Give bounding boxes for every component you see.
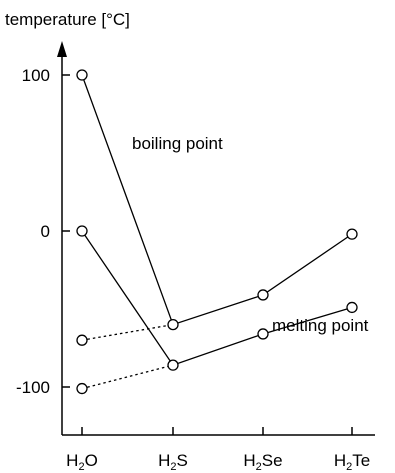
y-tick-label: -100 [16,378,50,397]
data-point [167,359,179,371]
x-tick-label: H2O [66,451,98,473]
series-label-1: melting point [272,316,369,335]
series-lines [81,74,353,390]
y-axis-arrow [57,41,67,57]
data-point [76,225,88,237]
series-extrapolation-0 [81,323,174,341]
data-point [257,328,269,340]
series-line-1 [81,230,353,366]
axes [57,41,375,436]
x-tick-label: H2Se [243,451,282,473]
series-extrapolation-1 [81,364,174,390]
x-tick-label: H2Te [334,451,370,473]
data-point [76,69,88,81]
y-axis-label: temperature [°C] [5,10,130,29]
y-tick-label: 0 [41,222,50,241]
extrapolated-point [76,334,88,346]
series-line-0 [81,74,353,326]
series-markers [76,69,358,395]
data-point [167,318,179,331]
y-tick-label: 100 [22,66,50,85]
data-point [346,301,358,314]
data-point [346,228,358,240]
labels: temperature [°C] 100 0 -100 H2O H2S H2Se H2Te bo… [5,10,370,473]
extrapolated-point [76,382,88,395]
series-label-0: boiling point [132,134,223,153]
data-point [257,289,269,301]
x-tick-label: H2S [158,451,188,473]
